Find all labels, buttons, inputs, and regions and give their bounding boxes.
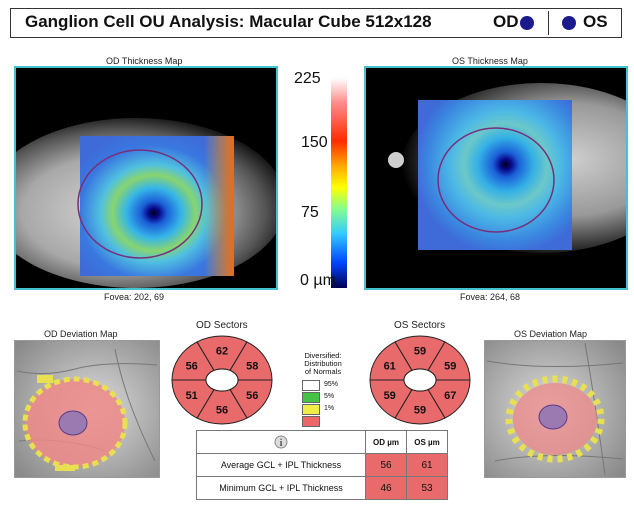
sector-value: 59 bbox=[384, 390, 396, 402]
table-row: Average GCL + IPL Thickness 56 61 bbox=[196, 453, 448, 477]
od-fovea-coords: Fovea: 202, 69 bbox=[104, 292, 165, 302]
scale-label-150: 150 bbox=[301, 134, 328, 151]
legend-label-95: 95% bbox=[324, 381, 339, 388]
thickness-table: i OD µm OS µm Average GCL + IPL Thicknes… bbox=[196, 430, 448, 500]
od-label: OD bbox=[493, 12, 519, 31]
info-icon[interactable]: i bbox=[274, 435, 288, 449]
normals-legend-title: Diversified: Distribution of Normals bbox=[296, 352, 350, 376]
sector-value: 56 bbox=[246, 390, 258, 402]
sector-value: 59 bbox=[414, 346, 426, 358]
report-header: Ganglion Cell OU Analysis: Macular Cube … bbox=[10, 8, 622, 38]
sector-value: 56 bbox=[216, 405, 228, 417]
sector-value: 51 bbox=[186, 390, 198, 402]
sector-value: 59 bbox=[444, 360, 456, 372]
od-dot-icon bbox=[520, 16, 534, 30]
os-thickness-map-title: OS Thickness Map bbox=[452, 56, 528, 66]
os-sectors-chart: 59 59 67 59 59 61 bbox=[369, 335, 471, 425]
minimum-od-value: 46 bbox=[365, 476, 407, 500]
legend-title-line: Diversified: bbox=[304, 351, 342, 360]
os-deviation-map[interactable] bbox=[484, 340, 626, 478]
legend-title-line: Distribution bbox=[304, 359, 342, 368]
row-label-minimum: Minimum GCL + IPL Thickness bbox=[196, 476, 366, 500]
sector-value: 59 bbox=[414, 405, 426, 417]
os-thickness-map[interactable] bbox=[364, 66, 628, 290]
od-thickness-map[interactable] bbox=[14, 66, 278, 290]
od-sectors-title: OD Sectors bbox=[196, 320, 248, 331]
scale-label-75: 75 bbox=[301, 204, 319, 221]
sector-value: 62 bbox=[216, 346, 228, 358]
od-deviation-map-title: OD Deviation Map bbox=[44, 329, 118, 339]
svg-text:i: i bbox=[280, 438, 283, 449]
table-header-row: i OD µm OS µm bbox=[196, 430, 448, 454]
minimum-os-value: 53 bbox=[406, 476, 448, 500]
os-sectors-title: OS Sectors bbox=[394, 320, 446, 331]
legend-swatch-yellow bbox=[302, 404, 320, 415]
sector-value: 61 bbox=[384, 360, 396, 372]
od-deviation-image bbox=[15, 341, 159, 477]
scale-label-0: 0 µm bbox=[300, 272, 336, 289]
od-deviation-map[interactable] bbox=[14, 340, 160, 478]
sector-value: 67 bbox=[444, 390, 456, 402]
average-os-value: 61 bbox=[406, 453, 448, 477]
os-thickness-image bbox=[366, 68, 626, 288]
od-thickness-image bbox=[16, 68, 276, 288]
od-um-header: OD µm bbox=[365, 430, 407, 454]
legend-title-line: of Normals bbox=[304, 367, 342, 376]
od-sectors-chart: 62 58 56 56 51 56 bbox=[171, 335, 273, 425]
os-label: OS bbox=[583, 12, 608, 31]
scale-label-225: 225 bbox=[294, 70, 321, 87]
header-divider bbox=[548, 11, 549, 35]
legend-swatch-red bbox=[302, 416, 320, 427]
thickness-color-scale bbox=[331, 78, 347, 288]
os-dot-icon bbox=[562, 16, 576, 30]
info-cell: i bbox=[196, 430, 366, 454]
sector-value: 56 bbox=[186, 360, 198, 372]
report-title: Ganglion Cell OU Analysis: Macular Cube … bbox=[25, 12, 432, 31]
sector-center bbox=[205, 368, 239, 392]
average-od-value: 56 bbox=[365, 453, 407, 477]
legend-label-5: 5% bbox=[324, 393, 335, 400]
os-fovea-coords: Fovea: 264, 68 bbox=[460, 292, 521, 302]
os-um-header: OS µm bbox=[406, 430, 448, 454]
sector-center bbox=[403, 368, 437, 392]
row-label-average: Average GCL + IPL Thickness bbox=[196, 453, 366, 477]
os-deviation-map-title: OS Deviation Map bbox=[514, 329, 588, 339]
os-deviation-image bbox=[485, 341, 625, 477]
od-thickness-map-title: OD Thickness Map bbox=[106, 56, 183, 66]
table-row: Minimum GCL + IPL Thickness 46 53 bbox=[196, 476, 448, 500]
legend-swatch-white bbox=[302, 380, 320, 391]
sector-value: 58 bbox=[246, 360, 258, 372]
legend-label-1: 1% bbox=[324, 405, 335, 412]
legend-swatch-green bbox=[302, 392, 320, 403]
